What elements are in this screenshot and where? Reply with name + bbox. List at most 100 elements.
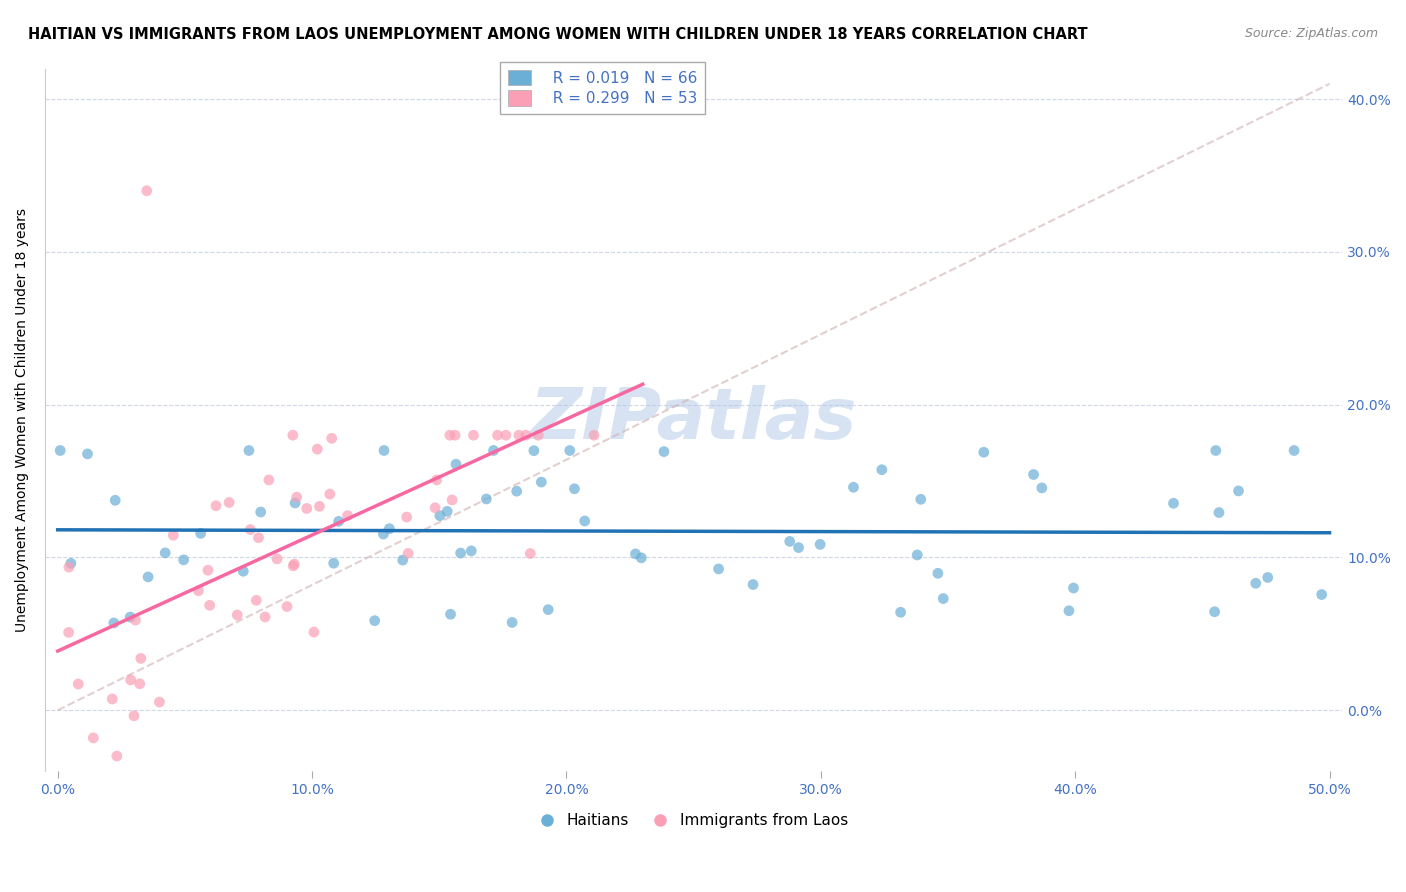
- Haitians: [1257, 570, 1279, 584]
- Haitians: [104, 493, 127, 508]
- Haitians: [1227, 483, 1250, 498]
- Immigrants from Laos: [295, 501, 318, 516]
- Immigrants from Laos: [58, 560, 80, 574]
- Haitians: [1057, 604, 1080, 618]
- Haitians: [652, 444, 675, 458]
- Haitians: [787, 541, 810, 555]
- Haitians: [136, 570, 159, 584]
- Immigrants from Laos: [508, 428, 530, 442]
- Haitians: [76, 447, 98, 461]
- Immigrants from Laos: [527, 428, 550, 442]
- Immigrants from Laos: [441, 492, 464, 507]
- Haitians: [1031, 481, 1053, 495]
- Haitians: [808, 537, 831, 551]
- Haitians: [742, 577, 765, 591]
- Immigrants from Laos: [135, 184, 157, 198]
- Immigrants from Laos: [101, 692, 124, 706]
- Immigrants from Laos: [321, 431, 343, 445]
- Immigrants from Laos: [439, 428, 461, 442]
- Immigrants from Laos: [58, 625, 80, 640]
- Haitians: [238, 443, 260, 458]
- Haitians: [103, 615, 125, 630]
- Immigrants from Laos: [302, 625, 325, 640]
- Haitians: [905, 548, 928, 562]
- Haitians: [574, 514, 596, 528]
- Haitians: [391, 553, 413, 567]
- Haitians: [364, 614, 387, 628]
- Immigrants from Laos: [463, 428, 485, 442]
- Haitians: [429, 508, 451, 523]
- Haitians: [155, 546, 177, 560]
- Haitians: [501, 615, 523, 630]
- Text: ZIPatlas: ZIPatlas: [530, 385, 858, 454]
- Haitians: [779, 534, 801, 549]
- Legend: Haitians, Immigrants from Laos: Haitians, Immigrants from Laos: [533, 806, 853, 834]
- Haitians: [1163, 496, 1185, 510]
- Immigrants from Laos: [198, 599, 221, 613]
- Haitians: [842, 480, 865, 494]
- Immigrants from Laos: [519, 547, 541, 561]
- Immigrants from Laos: [426, 473, 449, 487]
- Immigrants from Laos: [266, 552, 288, 566]
- Immigrants from Laos: [515, 428, 537, 442]
- Haitians: [1208, 506, 1230, 520]
- Immigrants from Laos: [226, 607, 249, 622]
- Haitians: [624, 547, 647, 561]
- Haitians: [482, 443, 505, 458]
- Haitians: [373, 443, 395, 458]
- Haitians: [1310, 588, 1333, 602]
- Haitians: [232, 564, 254, 578]
- Immigrants from Laos: [82, 731, 104, 745]
- Haitians: [249, 505, 271, 519]
- Immigrants from Laos: [319, 487, 342, 501]
- Haitians: [910, 492, 932, 507]
- Immigrants from Laos: [254, 610, 277, 624]
- Haitians: [1204, 605, 1226, 619]
- Immigrants from Laos: [308, 500, 330, 514]
- Immigrants from Laos: [124, 613, 146, 627]
- Immigrants from Laos: [486, 428, 509, 442]
- Haitians: [49, 443, 72, 458]
- Haitians: [444, 457, 467, 471]
- Immigrants from Laos: [122, 709, 145, 723]
- Haitians: [190, 526, 212, 541]
- Immigrants from Laos: [247, 531, 270, 545]
- Immigrants from Laos: [239, 523, 262, 537]
- Haitians: [475, 491, 498, 506]
- Immigrants from Laos: [257, 473, 280, 487]
- Haitians: [973, 445, 995, 459]
- Immigrants from Laos: [307, 442, 329, 457]
- Haitians: [932, 591, 955, 606]
- Haitians: [890, 605, 912, 619]
- Immigrants from Laos: [129, 651, 152, 665]
- Immigrants from Laos: [120, 673, 142, 687]
- Text: Source: ZipAtlas.com: Source: ZipAtlas.com: [1244, 27, 1378, 40]
- Haitians: [927, 566, 949, 581]
- Immigrants from Laos: [283, 557, 305, 571]
- Haitians: [439, 607, 461, 622]
- Immigrants from Laos: [495, 428, 517, 442]
- Immigrants from Laos: [197, 563, 219, 577]
- Haitians: [505, 484, 527, 499]
- Immigrants from Laos: [128, 677, 150, 691]
- Haitians: [450, 546, 472, 560]
- Immigrants from Laos: [148, 695, 170, 709]
- Haitians: [558, 443, 581, 458]
- Haitians: [870, 463, 893, 477]
- Y-axis label: Unemployment Among Women with Children Under 18 years: Unemployment Among Women with Children U…: [15, 208, 30, 632]
- Immigrants from Laos: [187, 583, 209, 598]
- Immigrants from Laos: [162, 528, 184, 542]
- Immigrants from Laos: [205, 499, 228, 513]
- Text: HAITIAN VS IMMIGRANTS FROM LAOS UNEMPLOYMENT AMONG WOMEN WITH CHILDREN UNDER 18 : HAITIAN VS IMMIGRANTS FROM LAOS UNEMPLOY…: [28, 27, 1088, 42]
- Haitians: [1022, 467, 1045, 482]
- Haitians: [120, 610, 142, 624]
- Haitians: [378, 522, 401, 536]
- Immigrants from Laos: [582, 428, 605, 442]
- Haitians: [460, 544, 482, 558]
- Haitians: [1063, 581, 1085, 595]
- Haitians: [1244, 576, 1267, 591]
- Haitians: [630, 550, 652, 565]
- Immigrants from Laos: [105, 749, 128, 764]
- Haitians: [564, 482, 586, 496]
- Haitians: [1205, 443, 1227, 458]
